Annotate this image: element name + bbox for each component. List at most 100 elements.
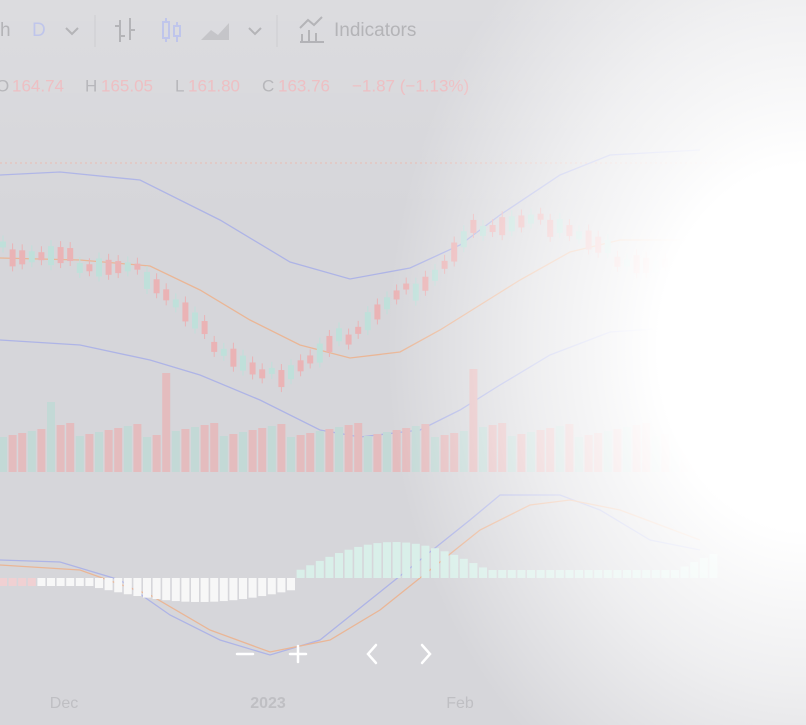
- volume-bar: [527, 432, 535, 472]
- candle: [441, 260, 448, 269]
- candle: [499, 217, 506, 236]
- hist-bar: [229, 578, 238, 601]
- ohlc-legend: O 164.74 H 165.05 L 161.80 C 163.76 −1.8…: [0, 76, 469, 95]
- volume-bar: [383, 432, 391, 472]
- volume-bar: [267, 426, 276, 472]
- volume-bar: [143, 437, 151, 472]
- candle: [19, 250, 26, 265]
- volume-bar: [325, 429, 334, 472]
- candle: [38, 252, 45, 261]
- candle: [67, 248, 74, 262]
- volume-bar: [277, 424, 286, 472]
- volume-bar: [354, 423, 363, 472]
- volume-bar: [56, 425, 65, 472]
- hist-bar: [8, 578, 17, 586]
- candle: [566, 225, 573, 237]
- hist-bar: [651, 570, 660, 578]
- hist-bar: [37, 578, 46, 586]
- volume-bar: [671, 432, 679, 472]
- volume-bar: [623, 427, 631, 472]
- candle: [384, 297, 390, 310]
- volume-bar: [459, 431, 468, 472]
- candle: [595, 236, 602, 253]
- candle: [163, 289, 170, 301]
- candle: [86, 264, 93, 272]
- hist-bar: [325, 556, 334, 578]
- candle-icon[interactable]: [162, 18, 181, 42]
- volume-bar: [0, 437, 7, 472]
- volume-bar: [66, 423, 75, 472]
- hist-bar: [431, 548, 439, 578]
- candle: [57, 247, 64, 264]
- value: 165.05: [101, 76, 153, 95]
- candle: [153, 279, 160, 294]
- interval[interactable]: D: [32, 20, 46, 41]
- hist-bar: [133, 578, 142, 597]
- volume-bar: [546, 428, 555, 472]
- candle: [28, 251, 35, 263]
- volume-bar: [536, 430, 545, 472]
- change: −1.87 (−1.13%): [352, 76, 469, 95]
- volume-bar: [488, 425, 497, 472]
- candle: [364, 312, 371, 331]
- volume-bar: [594, 433, 603, 472]
- candle: [144, 271, 150, 289]
- hist-bar: [402, 542, 411, 578]
- interval-text[interactable]: h: [0, 20, 11, 41]
- candle: [374, 304, 381, 320]
- chevron[interactable]: [65, 27, 79, 36]
- volume-bar: [85, 434, 94, 472]
- label: L: [175, 76, 184, 95]
- volume-bar: [200, 425, 209, 472]
- hist-bar: [171, 578, 180, 602]
- candle: [480, 225, 486, 236]
- candle: [652, 260, 659, 273]
- volume-bar: [123, 426, 132, 472]
- candle: [307, 355, 314, 364]
- candle: [76, 262, 83, 273]
- hist-bar: [306, 565, 315, 578]
- scroll-left[interactable]: [366, 643, 378, 665]
- volume-bar: [613, 429, 622, 472]
- bar-icon[interactable]: [115, 18, 135, 42]
- hist-bar: [335, 553, 343, 578]
- hist-bar: [690, 562, 699, 578]
- x-label: Feb: [446, 695, 474, 712]
- hist-bar: [680, 566, 689, 578]
- chevron[interactable]: [248, 27, 262, 36]
- volume-bar: [133, 424, 142, 472]
- label: O: [0, 76, 9, 95]
- candle: [537, 213, 544, 220]
- volume-bar: [373, 434, 382, 472]
- volume-bar: [8, 435, 17, 472]
- hist-bar: [661, 570, 670, 578]
- candle: [9, 249, 16, 267]
- candle: [451, 242, 458, 262]
- hist-bar: [565, 570, 574, 578]
- hist-bar: [114, 578, 123, 593]
- hist-bar: [699, 557, 708, 578]
- hist-bar: [104, 578, 113, 591]
- volume-bar: [661, 434, 670, 472]
- indicators-button[interactable]: Indicators: [334, 20, 416, 41]
- volume-bar: [18, 433, 27, 472]
- candle: [576, 231, 582, 240]
- hist-bar: [363, 544, 372, 578]
- volume-bar: [287, 437, 295, 472]
- hist-bar: [181, 578, 190, 602]
- candle: [393, 290, 400, 300]
- scroll-right[interactable]: [420, 643, 432, 665]
- candle: [460, 231, 467, 248]
- candles: [0, 207, 717, 393]
- indicators-icon[interactable]: [299, 16, 324, 43]
- area-icon[interactable]: [201, 23, 229, 40]
- candle: [172, 299, 179, 308]
- label: H: [85, 76, 97, 95]
- candle: [710, 239, 717, 248]
- x-label: Dec: [50, 695, 78, 712]
- candle: [556, 219, 563, 234]
- volume-bar: [440, 435, 449, 472]
- hist-bar: [277, 578, 286, 593]
- volume-bar: [411, 426, 420, 472]
- volume-bar: [392, 430, 401, 472]
